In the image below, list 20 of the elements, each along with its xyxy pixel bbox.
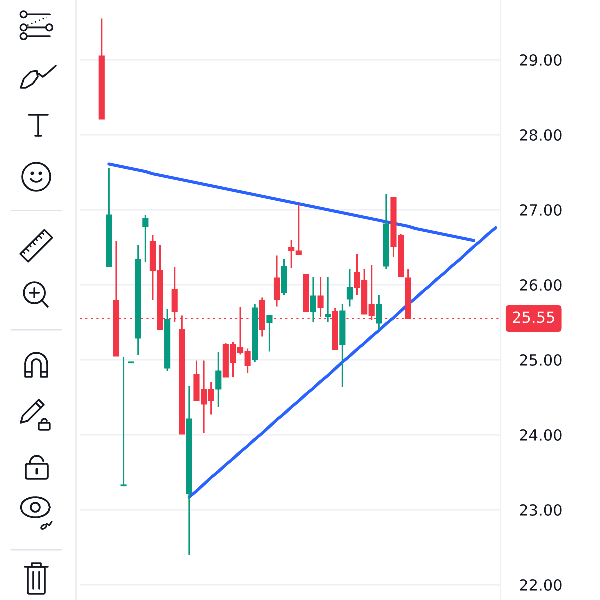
line-series <box>108 162 476 242</box>
candlestick <box>216 352 222 408</box>
candlestick <box>325 276 332 324</box>
candlestick <box>376 294 382 331</box>
candlestick <box>120 356 127 487</box>
y-tick-label: 26.00 <box>520 279 562 292</box>
candlestick <box>142 214 149 264</box>
y-tick-label: 23.00 <box>520 504 562 516</box>
y-tick-label: 25.00 <box>520 354 562 366</box>
y-tick-label: 29.00 <box>520 54 562 66</box>
candlestick <box>266 314 273 353</box>
y-tick-label: 22.00 <box>520 579 562 592</box>
y-tick-label: 28.00 <box>520 129 562 142</box>
candlestick <box>346 268 353 308</box>
candlestick <box>274 254 280 308</box>
ref-line-label: 25.55 <box>513 312 554 324</box>
y-tick-label: 24.00 <box>520 429 562 442</box>
line-series <box>188 226 498 499</box>
y-tick-label: 27.00 <box>520 204 562 216</box>
candlestick <box>310 276 317 324</box>
